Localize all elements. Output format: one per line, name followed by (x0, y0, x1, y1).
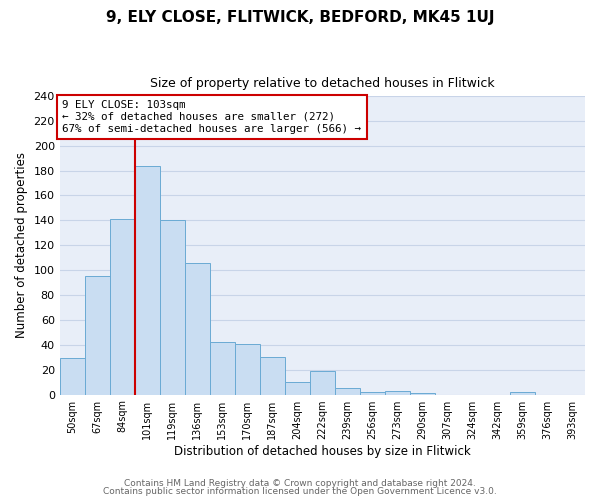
Bar (85, 276, 110, 394)
Bar (260, 357, 285, 395)
Y-axis label: Number of detached properties: Number of detached properties (15, 152, 28, 338)
Bar (185, 262, 210, 394)
Bar (285, 382, 310, 394)
Bar (135, 166, 160, 394)
Bar (210, 342, 235, 394)
Bar (235, 344, 260, 394)
Bar (110, 219, 135, 394)
Bar (160, 220, 185, 394)
Bar (59, 358, 85, 394)
X-axis label: Distribution of detached houses by size in Flitwick: Distribution of detached houses by size … (174, 444, 471, 458)
Text: Contains HM Land Registry data © Crown copyright and database right 2024.: Contains HM Land Registry data © Crown c… (124, 478, 476, 488)
Title: Size of property relative to detached houses in Flitwick: Size of property relative to detached ho… (150, 78, 494, 90)
Text: 9, ELY CLOSE, FLITWICK, BEDFORD, MK45 1UJ: 9, ELY CLOSE, FLITWICK, BEDFORD, MK45 1U… (106, 10, 494, 25)
Bar (310, 371, 335, 394)
Bar (335, 388, 360, 394)
Bar (385, 391, 410, 394)
Bar (510, 392, 535, 394)
Text: 9 ELY CLOSE: 103sqm
← 32% of detached houses are smaller (272)
67% of semi-detac: 9 ELY CLOSE: 103sqm ← 32% of detached ho… (62, 100, 361, 134)
Bar (360, 392, 385, 394)
Text: Contains public sector information licensed under the Open Government Licence v3: Contains public sector information licen… (103, 487, 497, 496)
